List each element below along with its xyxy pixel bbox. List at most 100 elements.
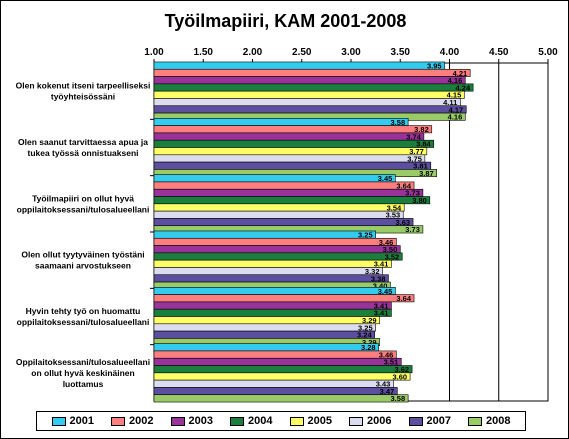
- bar: [153, 118, 409, 126]
- category-label: oppilaitoksessani/tulosalueellani: [17, 317, 150, 327]
- bar: [153, 379, 394, 388]
- bar: [153, 365, 413, 374]
- data-label: 3.28: [361, 343, 376, 352]
- tick-label: 4.50: [489, 47, 509, 58]
- legend-swatch: [230, 416, 244, 426]
- data-label: 3.53: [386, 211, 401, 220]
- bar: [153, 308, 392, 317]
- bar: [153, 105, 467, 114]
- data-label: 3.29: [362, 338, 377, 347]
- legend-label: 2002: [129, 415, 154, 427]
- legend-label: 2007: [426, 415, 451, 427]
- data-label: 3.73: [405, 189, 420, 198]
- data-label: 3.41: [374, 309, 389, 318]
- bar: [153, 252, 403, 261]
- bar: [153, 132, 425, 141]
- data-label: 3.81: [413, 162, 428, 171]
- legend-label: 2008: [486, 415, 511, 427]
- data-label: 4.17: [449, 105, 464, 114]
- category-label: luottamus: [63, 379, 104, 389]
- legend-label: 2004: [248, 415, 273, 427]
- data-label: 3.41: [374, 301, 389, 310]
- legend-label: 2001: [69, 415, 94, 427]
- data-label: 3.46: [379, 238, 394, 247]
- data-label: 3.82: [414, 125, 429, 134]
- legend-label: 2005: [307, 415, 332, 427]
- data-label: 3.54: [387, 203, 402, 212]
- bar: [153, 259, 392, 268]
- data-label: 3.84: [416, 140, 431, 149]
- data-label: 3.63: [395, 218, 410, 227]
- data-label: 3.64: [396, 181, 411, 190]
- bar: [153, 357, 402, 366]
- bar: [153, 267, 383, 276]
- bar: [153, 174, 396, 183]
- bar: [153, 139, 435, 148]
- bar: [153, 286, 396, 295]
- legend-item: 2001: [51, 415, 94, 427]
- data-label: 4.21: [453, 69, 468, 78]
- bar: [153, 218, 414, 227]
- category-label: työyhteisössäni: [51, 92, 115, 102]
- data-label: 3.45: [378, 287, 393, 296]
- legend-item: 2008: [468, 415, 510, 427]
- data-label: 4.24: [456, 83, 471, 92]
- legend-label: 2003: [188, 415, 213, 427]
- category-label: saamaani arvostukseen: [35, 261, 131, 271]
- data-label: 4.16: [448, 113, 463, 122]
- bar: [153, 245, 401, 254]
- bar: [153, 274, 389, 283]
- data-label: 3.64: [396, 294, 411, 303]
- legend-label: 2006: [367, 415, 392, 427]
- legend-swatch: [51, 416, 66, 426]
- bar: [153, 76, 466, 85]
- data-label: 3.62: [394, 365, 409, 374]
- data-label: 3.52: [385, 252, 400, 261]
- tick-label: 3.00: [341, 47, 361, 58]
- category-label: Työilmapiiri on ollut hyvä: [32, 193, 134, 203]
- bar: [153, 83, 474, 92]
- legend-swatch: [468, 416, 482, 426]
- data-label: 3.51: [384, 358, 399, 367]
- bar: [153, 301, 392, 310]
- chart-title: Työilmapiiri, KAM 2001-2008: [164, 11, 407, 31]
- bar: [153, 230, 376, 239]
- data-label: 3.43: [376, 380, 391, 389]
- tick-label: 1.00: [144, 47, 164, 58]
- category-label: Olen kokenut itseni tarpeelliseksi: [16, 81, 151, 91]
- data-label: 3.60: [392, 372, 407, 381]
- legend: 2001 2002 2003 2004 2005 2006 2007 2008: [36, 411, 526, 431]
- bar: [153, 237, 397, 246]
- data-label: 3.80: [412, 196, 427, 205]
- bar: [153, 316, 380, 325]
- bar: [153, 147, 428, 156]
- data-label: 3.38: [371, 274, 386, 283]
- bar: [153, 323, 376, 332]
- tick-label: 5.00: [538, 47, 558, 58]
- bar: [153, 203, 405, 212]
- bar: [153, 98, 461, 107]
- legend-swatch: [289, 416, 304, 426]
- bar: [153, 90, 465, 99]
- bar: [153, 330, 375, 339]
- legend-item: 2004: [230, 415, 272, 427]
- category-label: tukea työssä onnistuakseni: [27, 148, 138, 158]
- data-label: 3.25: [358, 323, 373, 332]
- legend-swatch: [111, 416, 125, 426]
- tick-label: 2.00: [243, 47, 263, 58]
- data-label: 3.24: [357, 331, 372, 340]
- data-label: 3.40: [373, 282, 388, 291]
- legend-item: 2007: [408, 415, 451, 427]
- data-label: 3.58: [391, 394, 406, 403]
- category-label: Olen ollut tyytyväinen työstäni: [21, 250, 144, 260]
- bar: [153, 125, 433, 134]
- data-label: 3.58: [391, 118, 406, 127]
- category-label: Hyvin tehty työ on huomattu: [26, 306, 141, 316]
- data-label: 3.41: [374, 260, 389, 269]
- legend-item: 2002: [111, 415, 153, 427]
- data-label: 3.32: [365, 267, 380, 276]
- data-label: 3.75: [407, 154, 422, 163]
- legend-swatch: [349, 416, 363, 426]
